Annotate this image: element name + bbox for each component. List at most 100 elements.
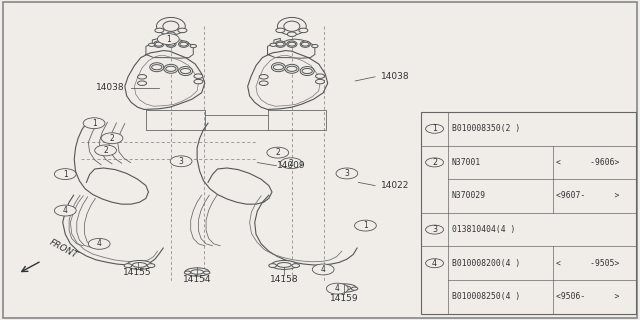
Circle shape	[292, 264, 300, 268]
Text: 1: 1	[92, 119, 97, 128]
Circle shape	[287, 66, 297, 71]
Text: 1: 1	[432, 124, 437, 133]
Circle shape	[54, 169, 76, 180]
Text: 1: 1	[63, 170, 68, 179]
Ellipse shape	[300, 67, 314, 76]
Text: 2: 2	[103, 146, 108, 155]
Circle shape	[180, 42, 188, 46]
Circle shape	[138, 75, 147, 79]
Text: 2: 2	[432, 158, 437, 167]
Circle shape	[194, 74, 203, 78]
Text: B010008350(2 ): B010008350(2 )	[452, 124, 520, 133]
Text: 14009: 14009	[276, 161, 305, 170]
Text: B010008200(4 ): B010008200(4 )	[452, 259, 520, 268]
Text: 14038: 14038	[381, 72, 410, 81]
Text: 013810404(4 ): 013810404(4 )	[452, 225, 515, 234]
Text: <9506-      >: <9506- >	[556, 292, 619, 301]
Circle shape	[54, 205, 76, 216]
Circle shape	[138, 81, 147, 85]
Circle shape	[155, 28, 164, 33]
Text: 2: 2	[275, 148, 280, 157]
Text: <      -9606>: < -9606>	[556, 158, 619, 167]
Ellipse shape	[285, 64, 299, 73]
Circle shape	[170, 156, 192, 167]
Circle shape	[152, 65, 162, 70]
Circle shape	[180, 68, 191, 74]
Ellipse shape	[275, 41, 285, 47]
Circle shape	[155, 42, 163, 46]
Text: 14158: 14158	[270, 275, 298, 284]
Circle shape	[147, 264, 155, 268]
Circle shape	[302, 68, 312, 74]
Circle shape	[280, 158, 302, 169]
Circle shape	[287, 32, 296, 36]
Ellipse shape	[277, 262, 291, 268]
Circle shape	[355, 220, 376, 231]
Text: 1: 1	[363, 221, 368, 230]
Ellipse shape	[278, 17, 307, 35]
Circle shape	[426, 225, 444, 234]
Circle shape	[190, 44, 196, 48]
Text: N370029: N370029	[452, 191, 486, 201]
Circle shape	[299, 28, 308, 33]
Circle shape	[312, 264, 334, 275]
Circle shape	[288, 42, 296, 46]
Text: 14154: 14154	[183, 275, 211, 284]
Circle shape	[331, 287, 337, 290]
Circle shape	[178, 28, 187, 33]
Text: N37001: N37001	[452, 158, 481, 167]
Ellipse shape	[132, 262, 147, 268]
Circle shape	[316, 79, 324, 84]
Text: 14038: 14038	[96, 83, 125, 92]
Ellipse shape	[271, 260, 297, 269]
Text: 3: 3	[179, 157, 184, 166]
Ellipse shape	[156, 17, 186, 35]
Text: 4: 4	[335, 284, 340, 293]
Circle shape	[336, 168, 358, 179]
Ellipse shape	[166, 41, 176, 47]
Ellipse shape	[284, 21, 300, 31]
Ellipse shape	[179, 41, 189, 47]
Circle shape	[124, 264, 132, 268]
Circle shape	[166, 32, 175, 36]
Circle shape	[326, 283, 348, 294]
Circle shape	[166, 66, 176, 71]
Circle shape	[269, 264, 276, 268]
Circle shape	[194, 79, 203, 84]
Circle shape	[276, 42, 284, 46]
Circle shape	[101, 133, 123, 144]
Circle shape	[157, 34, 179, 44]
Ellipse shape	[287, 41, 297, 47]
Text: 14022: 14022	[381, 181, 410, 190]
Circle shape	[426, 158, 444, 167]
Circle shape	[184, 271, 191, 274]
Circle shape	[267, 147, 289, 158]
Circle shape	[83, 118, 105, 129]
Text: 2: 2	[109, 134, 115, 143]
Circle shape	[276, 28, 285, 33]
Ellipse shape	[300, 41, 310, 47]
Circle shape	[351, 287, 358, 290]
Circle shape	[204, 271, 210, 274]
Ellipse shape	[191, 270, 204, 274]
Circle shape	[270, 43, 276, 46]
Ellipse shape	[271, 63, 285, 72]
Text: 4: 4	[63, 206, 68, 215]
Circle shape	[312, 44, 318, 48]
Circle shape	[273, 65, 284, 70]
Circle shape	[88, 238, 110, 249]
Circle shape	[148, 43, 155, 46]
Ellipse shape	[154, 41, 164, 47]
Ellipse shape	[179, 67, 193, 76]
Text: <      -9505>: < -9505>	[556, 259, 619, 268]
Ellipse shape	[163, 21, 179, 31]
Text: 1: 1	[166, 35, 171, 44]
Circle shape	[95, 145, 116, 156]
Circle shape	[301, 42, 309, 46]
Ellipse shape	[164, 64, 178, 73]
Text: 4: 4	[321, 265, 326, 274]
Ellipse shape	[127, 260, 152, 269]
Text: 4: 4	[97, 239, 102, 248]
Text: 14159: 14159	[330, 294, 358, 303]
Text: 3: 3	[432, 225, 437, 234]
